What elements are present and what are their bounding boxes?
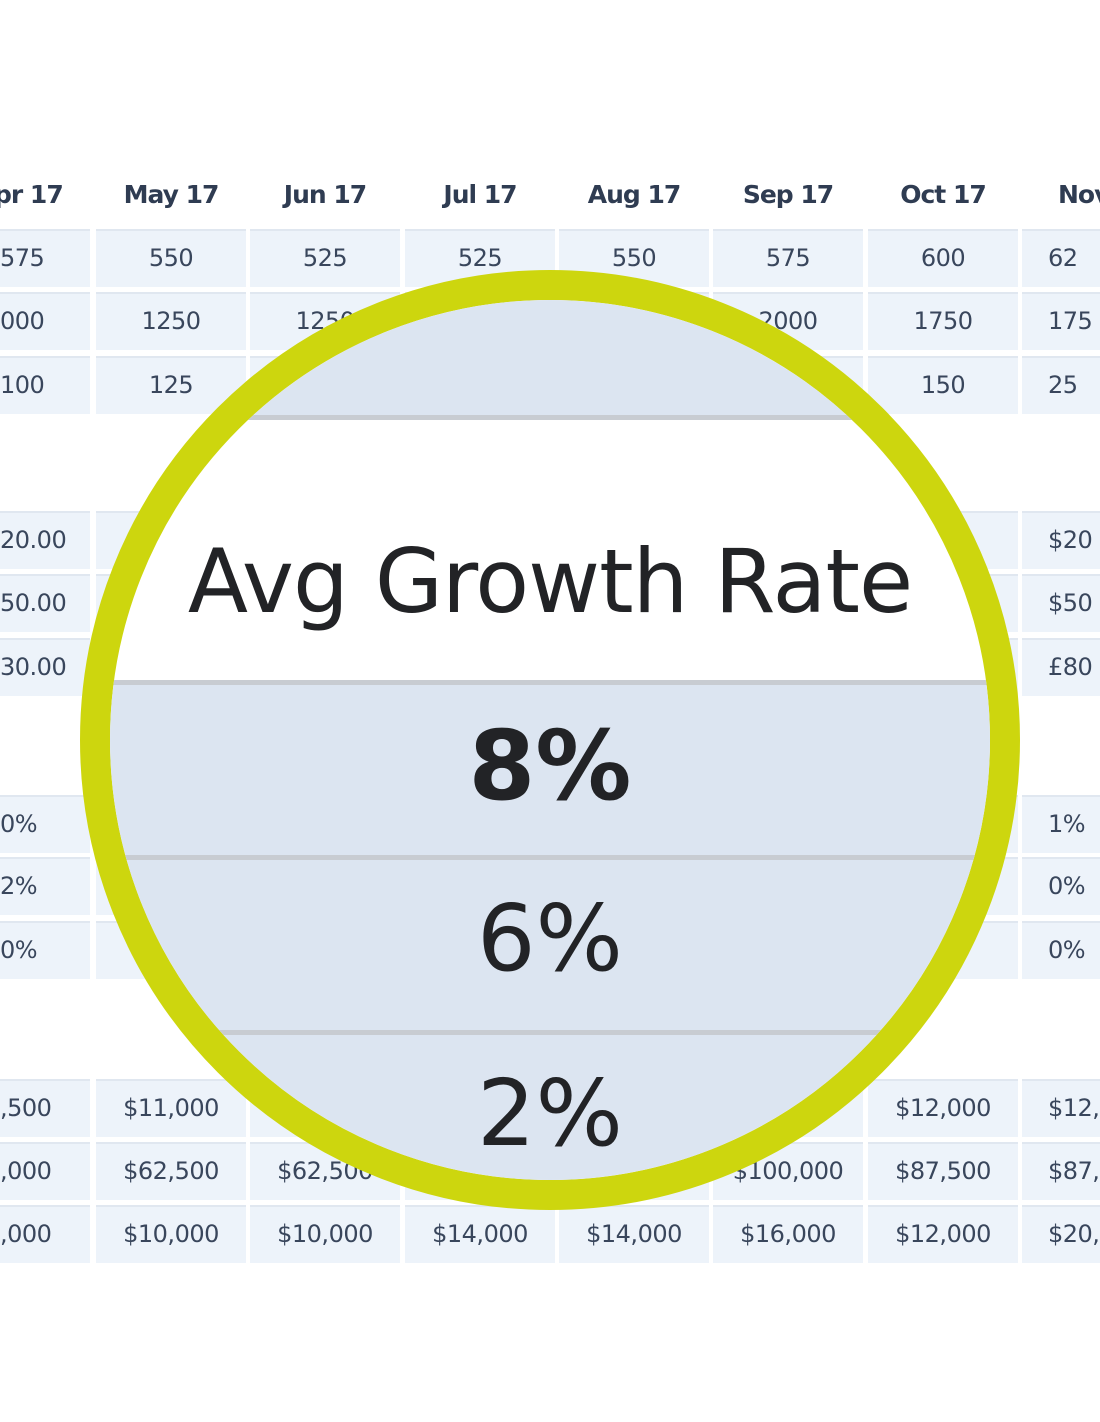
table-cell: £80	[1022, 638, 1100, 696]
table-cell: 550	[96, 229, 246, 287]
avg-growth-rate-header: Avg Growth Rate	[187, 530, 913, 633]
table-cell: $14,000	[405, 1205, 555, 1263]
table-cell: $10,000	[96, 1205, 246, 1263]
table-cell: $12,	[1022, 1079, 1100, 1137]
column-header: Nov	[1058, 180, 1100, 209]
table-cell: ,500	[0, 1079, 90, 1137]
magnified-column: Avg Growth Rate 8% 6% 2%	[110, 300, 990, 1180]
table-cell: 50.00	[0, 574, 90, 632]
table-cell: 575	[0, 229, 90, 287]
table-cell: 62	[1022, 229, 1100, 287]
row-divider	[110, 680, 990, 685]
column-header: May 17	[123, 180, 220, 209]
table-cell: 25	[1022, 356, 1100, 414]
table-cell: 2%	[0, 857, 90, 915]
growth-rate-value-3: 2%	[477, 1060, 623, 1167]
table-cell: 100	[0, 356, 90, 414]
growth-rate-value-2: 6%	[477, 885, 623, 992]
column-header: Aug 17	[587, 180, 682, 209]
magnified-top-row	[110, 300, 990, 415]
table-cell: $20,	[1022, 1205, 1100, 1263]
table-cell: 20.00	[0, 511, 90, 569]
table-cell: 0%	[0, 795, 90, 853]
column-header: Sep 17	[742, 180, 834, 209]
table-cell: 0%	[0, 921, 90, 979]
table-cell: $20	[1022, 511, 1100, 569]
table-cell: 0%	[1022, 921, 1100, 979]
table-cell: $12,000	[868, 1205, 1018, 1263]
table-cell: 000	[0, 292, 90, 350]
column-header: Jul 17	[443, 180, 517, 209]
magnifier-lens: Avg Growth Rate 8% 6% 2%	[80, 270, 1020, 1210]
table-cell: ,000	[0, 1205, 90, 1263]
column-header: Oct 17	[900, 180, 987, 209]
row-divider	[110, 415, 990, 420]
table-cell: 0%	[1022, 857, 1100, 915]
table-cell: 600	[868, 229, 1018, 287]
growth-rate-value-1: 8%	[468, 710, 632, 822]
magnified-value-row-3	[110, 1035, 990, 1180]
column-header: pr 17	[0, 180, 64, 209]
table-cell: 175	[1022, 292, 1100, 350]
table-cell: ,000	[0, 1142, 90, 1200]
column-header: Jun 17	[283, 180, 367, 209]
table-cell: $50	[1022, 574, 1100, 632]
magnified-value-row-2	[110, 860, 990, 1030]
table-cell: $14,000	[559, 1205, 709, 1263]
table-cell: 575	[713, 229, 863, 287]
table-cell: 525	[250, 229, 400, 287]
row-divider	[110, 855, 990, 860]
table-cell: $87,	[1022, 1142, 1100, 1200]
table-cell: 30.00	[0, 638, 90, 696]
table-cell: $16,000	[713, 1205, 863, 1263]
table-cell: $10,000	[250, 1205, 400, 1263]
table-cell: 1%	[1022, 795, 1100, 853]
magnified-value-row-1	[110, 685, 990, 860]
row-divider	[110, 1030, 990, 1035]
